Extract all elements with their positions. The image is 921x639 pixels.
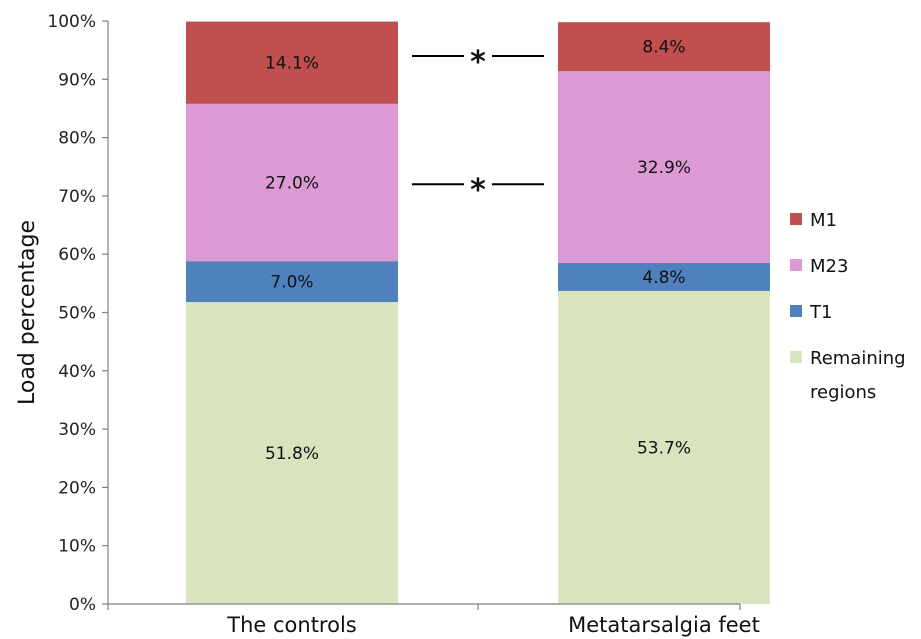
y-tick-label: 20% [58, 478, 96, 498]
y-axis-label: Load percentage [15, 220, 40, 405]
legend-label: regions [810, 382, 876, 403]
y-tick-label: 50% [58, 304, 96, 324]
y-tick-label: 10% [58, 537, 96, 557]
bar-segment-m23-0 [186, 103, 398, 262]
bar-segment-t1-1 [558, 262, 770, 291]
y-ticks-group: 0% 10% 20% 30% 40% 50% 60% 70% 80% 90% 100% [47, 12, 108, 615]
significance-star: * [470, 173, 486, 208]
bar-segment-remaining-regions-0 [186, 302, 398, 604]
bar-segment-m23-1 [558, 71, 770, 263]
data-label-m23-1: 32.9% [637, 158, 691, 178]
y-tick-label: 100% [47, 12, 96, 32]
legend-swatch [790, 305, 802, 317]
significance-star: * [470, 45, 486, 80]
legend-swatch [790, 351, 802, 363]
bar-segment-remaining-regions-1 [558, 290, 770, 604]
data-label-remaining-regions-1: 53.7% [637, 438, 691, 458]
data-label-m1-0: 14.1% [265, 54, 319, 74]
bars-group: 51.8% 7.0% 27.0% 14.1% 53.7% 4.8% 32.9% 8.4% [186, 21, 770, 604]
y-tick-label: 70% [58, 187, 96, 207]
data-label-m1-1: 8.4% [642, 38, 685, 58]
y-tick-label: 0% [69, 595, 96, 615]
data-label-t1-0: 7.0% [270, 273, 313, 293]
bar-segment-t1-0 [186, 261, 398, 303]
legend-label: M1 [810, 210, 837, 231]
legend: M1 M23 T1 Remaining regions [790, 210, 906, 403]
data-label-remaining-regions-0: 51.8% [265, 444, 319, 464]
x-category-label: The controls [226, 613, 356, 637]
y-tick-label: 80% [58, 129, 96, 149]
legend-label: Remaining [810, 348, 906, 369]
legend-swatch [790, 213, 802, 225]
legend-swatch [790, 259, 802, 271]
bar-segment-m1-0 [186, 21, 398, 104]
y-tick-label: 30% [58, 420, 96, 440]
x-category-label: Metatarsalgia feet [568, 613, 760, 637]
x-categories-group: The controls Metatarsalgia feet [107, 604, 760, 637]
annotations-group: ** [412, 45, 544, 208]
y-tick-label: 60% [58, 245, 96, 265]
bar-segment-m1-1 [558, 22, 770, 72]
y-tick-label: 90% [58, 70, 96, 90]
data-label-t1-1: 4.8% [642, 268, 685, 288]
y-tick-label: 40% [58, 362, 96, 382]
legend-label: M23 [810, 256, 848, 277]
legend-label: T1 [809, 302, 832, 323]
data-label-m23-0: 27.0% [265, 173, 319, 193]
